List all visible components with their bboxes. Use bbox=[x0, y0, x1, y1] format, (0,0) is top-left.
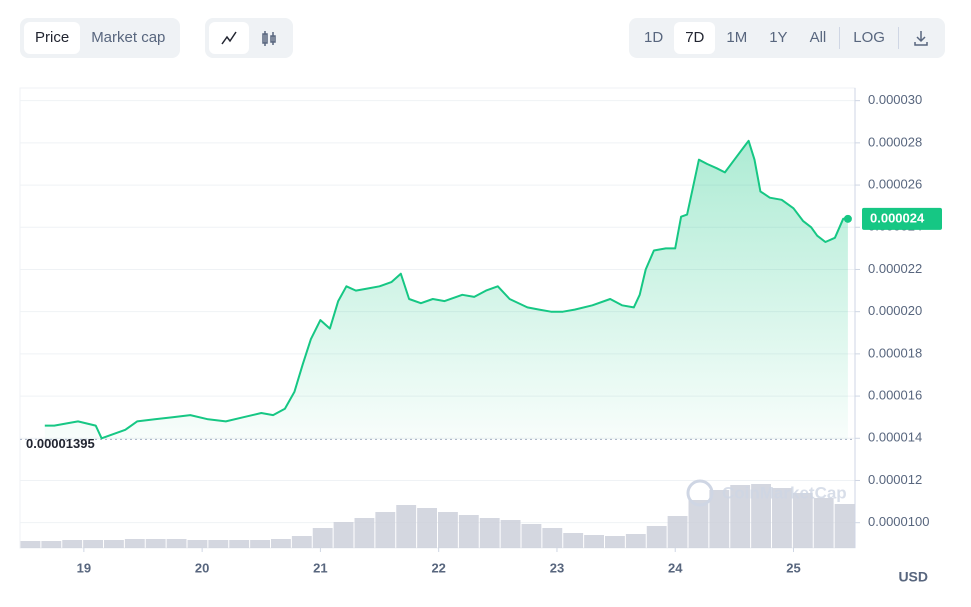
volume-bar bbox=[584, 535, 604, 548]
plot-frame bbox=[19, 87, 856, 549]
volume-bar bbox=[521, 524, 542, 548]
range-toggle: 1D 7D 1M 1Y All LOG bbox=[629, 18, 945, 58]
volume-bar bbox=[104, 540, 124, 548]
x-tick-label: 21 bbox=[313, 560, 327, 575]
y-tick-label: 0.000012 bbox=[868, 472, 922, 487]
volume-bar bbox=[83, 540, 103, 548]
volume-bar bbox=[792, 493, 813, 548]
watermark-logo bbox=[686, 479, 714, 507]
volume-bar bbox=[417, 508, 437, 548]
line-style-button[interactable] bbox=[209, 22, 249, 54]
chart-style-toggle bbox=[205, 18, 293, 58]
volume-bar bbox=[145, 539, 166, 548]
volume-bar bbox=[166, 539, 187, 548]
volume-bar bbox=[20, 541, 41, 548]
volume-bar bbox=[375, 512, 396, 548]
volume-bar bbox=[813, 498, 834, 548]
volume-bar bbox=[208, 540, 229, 548]
y-tick-label: 0.0000100 bbox=[868, 514, 929, 529]
x-tick-label: 22 bbox=[431, 560, 445, 575]
volume-bar bbox=[772, 488, 792, 548]
volume-bar bbox=[229, 540, 250, 548]
candle-style-button[interactable] bbox=[249, 22, 289, 54]
volume-bar bbox=[479, 518, 500, 548]
x-tick-label: 25 bbox=[786, 560, 800, 575]
x-tick-label: 24 bbox=[668, 560, 683, 575]
price-line bbox=[44, 139, 848, 440]
y-tick-label: 0.000026 bbox=[868, 177, 922, 192]
y-tick-label: 0.000030 bbox=[868, 92, 922, 107]
y-tick-label: 0.000024 bbox=[868, 219, 922, 234]
watermark: CoinMarketCap bbox=[722, 483, 847, 502]
y-tick-label: 0.000018 bbox=[868, 345, 922, 360]
price-tag-label: 0.000024 bbox=[870, 210, 925, 225]
mode-button[interactable]: Market cap bbox=[91, 29, 166, 46]
y-tick-label: 0.000028 bbox=[868, 134, 922, 149]
download-button[interactable] bbox=[901, 22, 941, 54]
price-tag bbox=[862, 207, 942, 230]
y-tick-label: 0.000022 bbox=[868, 261, 922, 276]
mode-toggle: Price Market cap bbox=[20, 18, 181, 58]
last-point bbox=[843, 214, 852, 223]
volume-bar bbox=[396, 505, 417, 548]
reference-label: 0.00001395 bbox=[26, 436, 95, 451]
volume-bar bbox=[291, 536, 312, 548]
y-tick-label: 0.000016 bbox=[868, 388, 922, 403]
range-button[interactable]: 1D bbox=[644, 29, 664, 46]
x-tick-label: 23 bbox=[550, 560, 564, 575]
volume-bar bbox=[250, 540, 270, 548]
volume-bar bbox=[500, 520, 521, 548]
volume-bar bbox=[646, 526, 667, 548]
range-button[interactable]: 1Y bbox=[769, 29, 788, 46]
volume-bar bbox=[41, 541, 62, 548]
range-button[interactable]: 7D bbox=[674, 22, 716, 54]
volume-bar bbox=[751, 484, 771, 548]
volume-bar bbox=[563, 533, 584, 548]
y-tick-label: 0.000020 bbox=[868, 303, 922, 318]
price-area bbox=[44, 140, 848, 440]
volume-bar bbox=[688, 500, 709, 548]
volume-bar bbox=[834, 504, 855, 548]
volume-bar bbox=[333, 522, 354, 548]
range-button[interactable]: All bbox=[809, 29, 827, 46]
volume-bar bbox=[542, 528, 563, 548]
volume-bar bbox=[271, 539, 291, 548]
volume-bar bbox=[605, 536, 625, 548]
unit-label: USD bbox=[898, 569, 928, 585]
log-button[interactable]: LOG bbox=[853, 29, 885, 46]
range-button[interactable]: 1M bbox=[726, 29, 748, 46]
volume-bar bbox=[438, 512, 458, 548]
x-tick-label: 19 bbox=[77, 560, 91, 575]
volume-bar bbox=[709, 490, 730, 548]
volume-bar bbox=[354, 518, 375, 548]
volume-bar bbox=[187, 540, 208, 548]
y-tick-label: 0.000014 bbox=[868, 430, 922, 445]
x-tick-label: 20 bbox=[195, 560, 209, 575]
volume-bar bbox=[730, 485, 751, 548]
volume-bar bbox=[62, 540, 83, 548]
volume-bar bbox=[667, 516, 688, 548]
volume-bar bbox=[458, 515, 479, 548]
mode-button[interactable]: Price bbox=[24, 22, 81, 54]
volume-bar bbox=[625, 534, 646, 548]
volume-bar bbox=[124, 539, 145, 548]
volume-bar bbox=[312, 528, 333, 548]
